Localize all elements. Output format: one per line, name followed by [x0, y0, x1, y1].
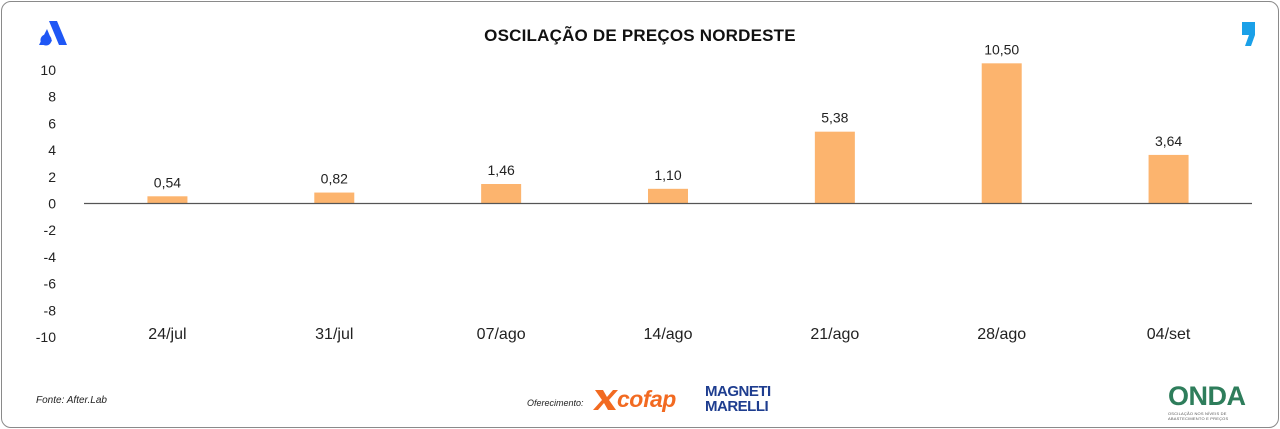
bar [1148, 154, 1189, 204]
bar [648, 188, 688, 204]
data-label: 1,10 [654, 167, 681, 183]
x-tick-label: 04/set [1147, 326, 1191, 343]
y-tick-label: -2 [44, 222, 57, 238]
x-tick-label: 31/jul [315, 326, 353, 343]
sponsor-cofap: cofap [617, 386, 676, 412]
x-tick-label: 07/ago [477, 326, 526, 343]
bar [481, 184, 522, 204]
bar [314, 192, 355, 204]
y-tick-label: -6 [44, 276, 57, 292]
data-label: 0,54 [154, 174, 181, 190]
sponsor-magneti-marelli: MAGNETI MARELLI [705, 384, 775, 414]
y-tick-label: 6 [48, 115, 56, 131]
y-tick-label: 4 [48, 142, 56, 158]
brand-tagline: OSCILAÇÃO NOS NÍVEIS DE ABASTECIMENTO E … [1168, 411, 1229, 421]
x-tick-label: 21/ago [810, 326, 859, 343]
x-tick-label: 28/ago [977, 326, 1026, 343]
bar [814, 131, 855, 204]
brand-logo: ONDA [1168, 381, 1246, 411]
chart-title: OSCILAÇÃO DE PREÇOS NORDESTE [484, 26, 796, 45]
data-label: 5,38 [821, 110, 848, 126]
y-tick-label: -8 [44, 302, 57, 318]
y-tick-label: 0 [48, 196, 56, 212]
y-tick-label: 8 [48, 89, 56, 105]
a-logo-icon [39, 21, 67, 46]
data-label: 1,46 [488, 162, 515, 178]
x-tick-label: 14/ago [644, 326, 693, 343]
sponsor-magneti-line1: MAGNETI [705, 383, 771, 400]
sponsor-label: Oferecimento: [527, 398, 584, 408]
y-tick-label: 2 [48, 169, 56, 185]
y-tick-label: -4 [44, 249, 57, 265]
y-tick-label: -10 [36, 329, 56, 345]
quote-mark-icon [1242, 22, 1255, 46]
data-label: 3,64 [1155, 133, 1182, 149]
cofap-logo-icon [593, 390, 618, 410]
x-tick-label: 24/jul [148, 326, 186, 343]
bar [147, 196, 188, 204]
sponsor-magneti-line2: MARELLI [705, 398, 769, 415]
source-note: Fonte: After.Lab [36, 395, 107, 406]
y-tick-label: 10 [40, 62, 56, 78]
bar [981, 63, 1022, 204]
data-label: 0,82 [321, 171, 348, 187]
data-label: 10,50 [984, 41, 1019, 57]
